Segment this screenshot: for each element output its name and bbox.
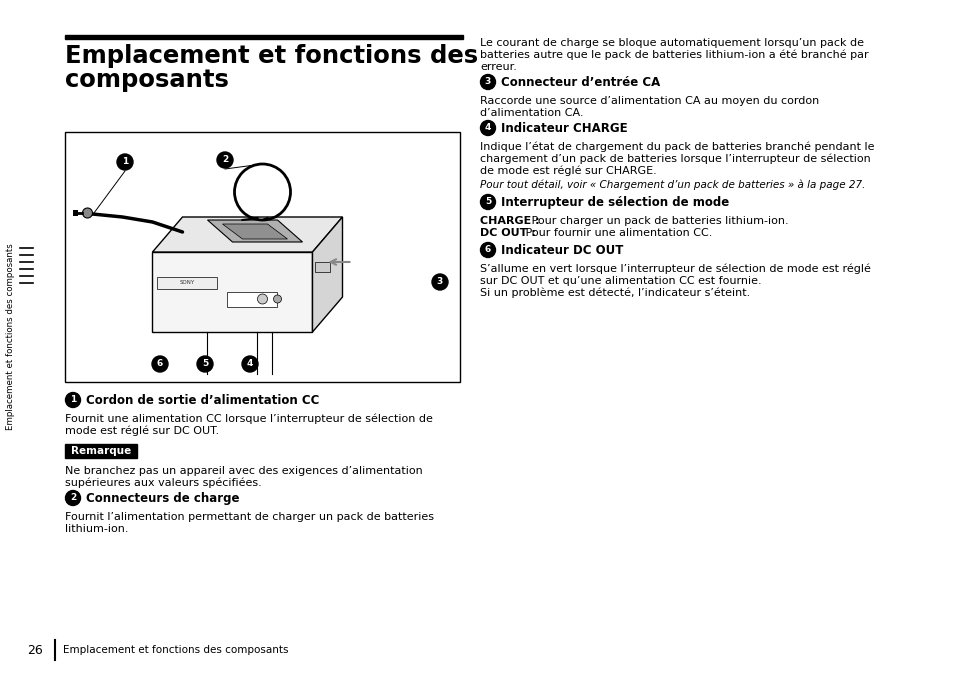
Text: Emplacement et fonctions des: Emplacement et fonctions des bbox=[65, 44, 477, 68]
Circle shape bbox=[432, 274, 448, 290]
Bar bbox=[65, 444, 137, 458]
Text: Emplacement et fonctions des composants: Emplacement et fonctions des composants bbox=[63, 645, 288, 655]
Text: 3: 3 bbox=[436, 278, 442, 286]
Circle shape bbox=[242, 356, 257, 372]
Text: 5: 5 bbox=[484, 197, 491, 206]
Bar bbox=[157, 277, 217, 289]
Text: SONY: SONY bbox=[180, 280, 194, 286]
Text: batteries autre que le pack de batteries lithium-ion a été branché par: batteries autre que le pack de batteries… bbox=[479, 50, 868, 61]
Text: Interrupteur de sélection de mode: Interrupteur de sélection de mode bbox=[500, 196, 728, 209]
Text: 1: 1 bbox=[70, 396, 76, 404]
Text: 5: 5 bbox=[202, 359, 208, 369]
Text: Si un problème est détecté, l’indicateur s’éteint.: Si un problème est détecté, l’indicateur… bbox=[479, 288, 749, 299]
Bar bbox=[315, 262, 330, 272]
Circle shape bbox=[66, 491, 80, 506]
Polygon shape bbox=[152, 252, 313, 332]
Bar bbox=[73, 210, 78, 216]
Text: 2: 2 bbox=[70, 493, 76, 503]
Circle shape bbox=[257, 294, 267, 304]
Text: mode est réglé sur DC OUT.: mode est réglé sur DC OUT. bbox=[65, 426, 219, 437]
Text: Indique l’état de chargement du pack de batteries branché pendant le: Indique l’état de chargement du pack de … bbox=[479, 142, 874, 152]
Circle shape bbox=[82, 208, 92, 218]
Bar bbox=[65, 35, 462, 38]
Text: Indicateur CHARGE: Indicateur CHARGE bbox=[500, 122, 627, 135]
Circle shape bbox=[152, 356, 168, 372]
Polygon shape bbox=[208, 220, 302, 242]
Bar bbox=[65, 132, 459, 382]
Text: sur DC OUT et qu’une alimentation CC est fournie.: sur DC OUT et qu’une alimentation CC est… bbox=[479, 276, 760, 286]
Text: Le courant de charge se bloque automatiquement lorsqu’un pack de: Le courant de charge se bloque automatiq… bbox=[479, 38, 863, 48]
Text: Connecteurs de charge: Connecteurs de charge bbox=[86, 492, 239, 505]
Polygon shape bbox=[222, 224, 287, 239]
Text: CHARGE :: CHARGE : bbox=[479, 216, 539, 226]
Circle shape bbox=[66, 392, 80, 408]
Text: 4: 4 bbox=[247, 359, 253, 369]
Circle shape bbox=[274, 295, 281, 303]
Text: Cordon de sortie d’alimentation CC: Cordon de sortie d’alimentation CC bbox=[86, 394, 319, 407]
Text: 6: 6 bbox=[156, 359, 163, 369]
Text: erreur.: erreur. bbox=[479, 62, 517, 72]
Text: Pour fournir une alimentation CC.: Pour fournir une alimentation CC. bbox=[521, 228, 712, 238]
Text: DC OUT :: DC OUT : bbox=[479, 228, 536, 238]
Text: Pour charger un pack de batteries lithium-ion.: Pour charger un pack de batteries lithiu… bbox=[527, 216, 788, 226]
Text: 3: 3 bbox=[484, 78, 491, 86]
Circle shape bbox=[216, 152, 233, 168]
Text: Connecteur d’entrée CA: Connecteur d’entrée CA bbox=[500, 76, 659, 89]
Circle shape bbox=[196, 356, 213, 372]
Text: chargement d’un pack de batteries lorsque l’interrupteur de sélection: chargement d’un pack de batteries lorsqu… bbox=[479, 154, 870, 164]
Text: d’alimentation CA.: d’alimentation CA. bbox=[479, 108, 583, 118]
Circle shape bbox=[117, 154, 132, 170]
Text: supérieures aux valeurs spécifiées.: supérieures aux valeurs spécifiées. bbox=[65, 478, 261, 489]
Text: 2: 2 bbox=[222, 156, 228, 164]
Text: 26: 26 bbox=[27, 644, 43, 656]
Circle shape bbox=[480, 121, 495, 135]
Text: de mode est réglé sur CHARGE.: de mode est réglé sur CHARGE. bbox=[479, 166, 656, 177]
Text: 1: 1 bbox=[122, 158, 128, 166]
Text: Remarque: Remarque bbox=[71, 446, 131, 456]
Text: S’allume en vert lorsque l’interrupteur de sélection de mode est réglé: S’allume en vert lorsque l’interrupteur … bbox=[479, 264, 870, 274]
Circle shape bbox=[480, 195, 495, 210]
Text: lithium-ion.: lithium-ion. bbox=[65, 524, 129, 534]
Text: Indicateur DC OUT: Indicateur DC OUT bbox=[500, 244, 622, 257]
Text: Pour tout détail, voir « Chargement d’un pack de batteries » à la page 27.: Pour tout détail, voir « Chargement d’un… bbox=[479, 180, 864, 191]
Text: Raccorde une source d’alimentation CA au moyen du cordon: Raccorde une source d’alimentation CA au… bbox=[479, 96, 819, 106]
Text: 6: 6 bbox=[484, 245, 491, 255]
Text: Emplacement et fonctions des composants: Emplacement et fonctions des composants bbox=[7, 243, 15, 431]
Polygon shape bbox=[313, 217, 342, 332]
Text: composants: composants bbox=[65, 68, 229, 92]
Text: Fournit une alimentation CC lorsque l’interrupteur de sélection de: Fournit une alimentation CC lorsque l’in… bbox=[65, 414, 433, 425]
Text: Fournit l’alimentation permettant de charger un pack de batteries: Fournit l’alimentation permettant de cha… bbox=[65, 512, 434, 522]
Circle shape bbox=[480, 75, 495, 90]
Bar bbox=[227, 292, 277, 307]
Text: 4: 4 bbox=[484, 123, 491, 133]
Text: Ne branchez pas un appareil avec des exigences d’alimentation: Ne branchez pas un appareil avec des exi… bbox=[65, 466, 422, 476]
Polygon shape bbox=[152, 217, 342, 252]
Circle shape bbox=[480, 243, 495, 257]
